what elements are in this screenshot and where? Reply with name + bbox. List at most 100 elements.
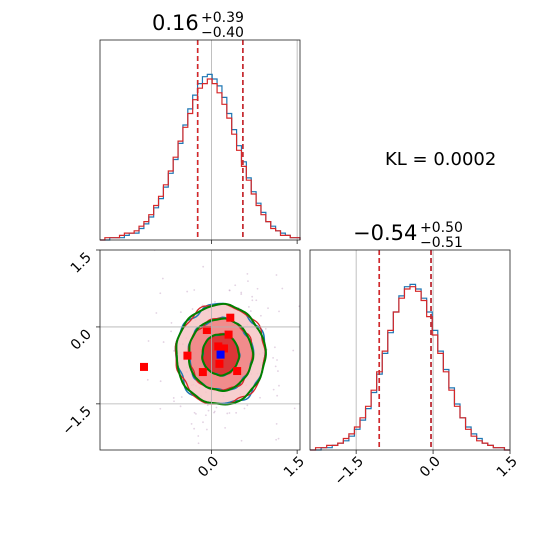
red-square-marker <box>202 326 211 334</box>
scatter-point <box>146 378 149 381</box>
red-square-marker <box>220 344 228 353</box>
scatter-point <box>248 306 250 308</box>
y-tick-label: 1.5 <box>68 250 95 277</box>
param2-hist-series-b <box>310 286 510 451</box>
scatter-point <box>162 341 165 343</box>
scatter-point <box>259 396 261 399</box>
red-square-marker <box>140 362 148 371</box>
scatter-point <box>173 349 175 352</box>
scatter-point <box>206 404 209 407</box>
tick-labels: 0.0 1.5 −1.5 0.0 1.5 −1.5 0.0 1.5 <box>59 250 520 489</box>
scatter-point <box>264 328 267 330</box>
red-square-marker <box>233 367 242 376</box>
scatter-point <box>193 427 196 430</box>
scatter-point <box>159 292 162 295</box>
scatter-point <box>267 307 269 310</box>
param2-median: −0.54 <box>353 221 417 245</box>
scatter-point <box>251 299 254 302</box>
y-tick-label: −1.5 <box>59 403 94 438</box>
scatter-point <box>275 422 278 425</box>
kl-divergence-label: KL = 0.0002 <box>385 149 496 170</box>
scatter-point <box>197 442 200 445</box>
scatter-point <box>190 423 193 425</box>
scatter-point <box>293 407 296 410</box>
scatter-point <box>251 295 254 298</box>
scatter-point <box>202 265 205 268</box>
scatter-point <box>195 413 197 415</box>
scatter-point <box>133 479 135 481</box>
red-square-marker <box>215 359 224 368</box>
x-tick-label: −1.5 <box>332 454 367 489</box>
x-tick-label: 0.0 <box>417 454 444 481</box>
y-tick-label: 0.0 <box>68 326 95 353</box>
scatter-point <box>207 409 210 412</box>
param1-median: 0.16 <box>152 11 199 35</box>
param1-hist-series-b <box>100 78 301 241</box>
scatter-point <box>246 404 249 407</box>
blue-square-marker <box>216 350 225 359</box>
param1-title: 0.16 +0.39 −0.40 <box>152 10 244 41</box>
scatter-point <box>215 406 218 409</box>
x-tick-label: 1.5 <box>281 454 308 481</box>
scatter-point <box>228 243 230 245</box>
param1-hist-series-a <box>100 73 301 241</box>
scatter-point <box>228 289 231 292</box>
scatter-point <box>273 346 276 349</box>
scatter-point <box>179 311 182 314</box>
param2-minus: −0.51 <box>420 235 463 251</box>
scatter-point <box>170 330 172 333</box>
scatter-point <box>240 439 243 442</box>
scatter-point <box>159 380 162 383</box>
scatter-point <box>243 407 246 410</box>
scatter-point <box>281 287 284 290</box>
scatter-point <box>235 411 238 414</box>
scatter-point <box>226 412 229 415</box>
scatter-point <box>228 412 231 414</box>
scatter-point <box>274 365 277 368</box>
scatter-point <box>292 349 295 352</box>
joint-axes-frame <box>99 249 301 451</box>
scatter-point <box>240 293 243 295</box>
scatter-point <box>276 394 279 397</box>
scatter-point <box>278 310 280 313</box>
scatter-point <box>204 414 207 417</box>
scatter-point <box>272 388 275 391</box>
scatter-point <box>172 397 175 399</box>
param1-plus: +0.39 <box>201 10 244 26</box>
x-tick-label: 1.5 <box>494 454 521 481</box>
scatter-point <box>193 411 196 414</box>
param2-histogram-panel <box>309 249 511 451</box>
param2-title: −0.54 +0.50 −0.51 <box>353 220 463 251</box>
red-square-marker <box>198 368 207 377</box>
joint-distribution-panel <box>99 243 346 481</box>
scatter-point <box>259 314 262 317</box>
scatter-point <box>344 340 346 342</box>
param2-hist-series-a <box>310 283 510 451</box>
scatter-point <box>275 274 278 276</box>
scatter-point <box>197 435 200 437</box>
scatter-point <box>272 356 274 359</box>
scatter-point <box>191 308 194 310</box>
scatter-point <box>186 290 189 293</box>
red-square-marker <box>183 351 192 360</box>
scatter-point <box>277 437 280 440</box>
param1-minus: −0.40 <box>201 25 244 41</box>
joint-plot-area <box>133 243 346 481</box>
red-square-marker <box>226 313 235 322</box>
scatter-point <box>213 411 215 414</box>
scatter-point <box>256 287 259 290</box>
scatter-point <box>159 407 162 410</box>
scatter-point <box>240 291 243 294</box>
red-square-marker <box>224 330 233 339</box>
scatter-point <box>234 284 237 287</box>
scatter-point <box>205 428 208 431</box>
scatter-point <box>155 312 158 314</box>
scatter-point <box>277 370 279 372</box>
contour-reference <box>175 302 267 406</box>
scatter-point <box>246 272 249 275</box>
scatter-point <box>180 396 183 398</box>
scatter-point <box>247 280 249 283</box>
scatter-point <box>278 384 280 387</box>
scatter-point <box>179 405 182 408</box>
